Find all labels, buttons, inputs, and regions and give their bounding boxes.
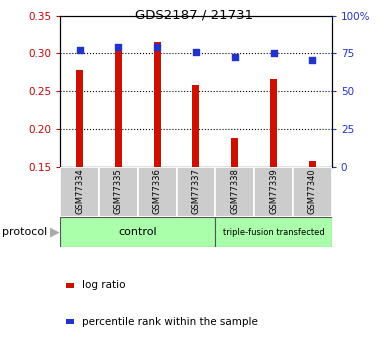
Bar: [177, 167, 215, 217]
Text: percentile rank within the sample: percentile rank within the sample: [82, 317, 258, 327]
Text: GSM77339: GSM77339: [269, 168, 278, 214]
Point: [154, 44, 160, 49]
Bar: [293, 167, 332, 217]
Bar: [76, 70, 83, 167]
Bar: [215, 167, 254, 217]
Text: triple-fusion transfected: triple-fusion transfected: [223, 227, 324, 237]
Text: protocol: protocol: [2, 227, 47, 237]
Text: GSM77338: GSM77338: [230, 168, 239, 214]
Bar: [60, 167, 99, 217]
Text: GSM77340: GSM77340: [308, 168, 317, 214]
Text: control: control: [118, 227, 157, 237]
Bar: [66, 319, 74, 324]
Point: [76, 47, 83, 52]
Bar: [99, 167, 138, 217]
Bar: [231, 138, 238, 167]
Bar: [154, 42, 161, 167]
Bar: [60, 217, 215, 247]
Point: [115, 45, 121, 50]
Text: ▶: ▶: [50, 226, 59, 238]
Bar: [115, 45, 122, 167]
Text: GSM77335: GSM77335: [114, 168, 123, 214]
Bar: [215, 217, 332, 247]
Bar: [270, 79, 277, 167]
Point: [193, 49, 199, 55]
Text: GSM77336: GSM77336: [152, 168, 162, 214]
Bar: [138, 167, 177, 217]
Bar: [66, 283, 74, 288]
Bar: [309, 161, 316, 167]
Text: GSM77334: GSM77334: [75, 168, 84, 214]
Text: GDS2187 / 21731: GDS2187 / 21731: [135, 9, 253, 22]
Bar: [192, 85, 199, 167]
Point: [232, 55, 238, 60]
Text: GSM77337: GSM77337: [191, 168, 201, 214]
Text: log ratio: log ratio: [82, 280, 125, 290]
Point: [270, 51, 277, 56]
Point: [309, 57, 315, 62]
Bar: [254, 167, 293, 217]
